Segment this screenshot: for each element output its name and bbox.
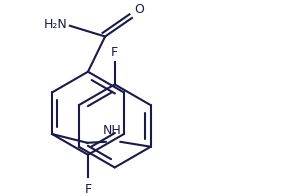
Text: NH: NH: [103, 124, 122, 137]
Text: F: F: [111, 45, 118, 59]
Text: O: O: [134, 3, 144, 15]
Text: H₂N: H₂N: [44, 18, 68, 31]
Text: F: F: [85, 183, 92, 196]
